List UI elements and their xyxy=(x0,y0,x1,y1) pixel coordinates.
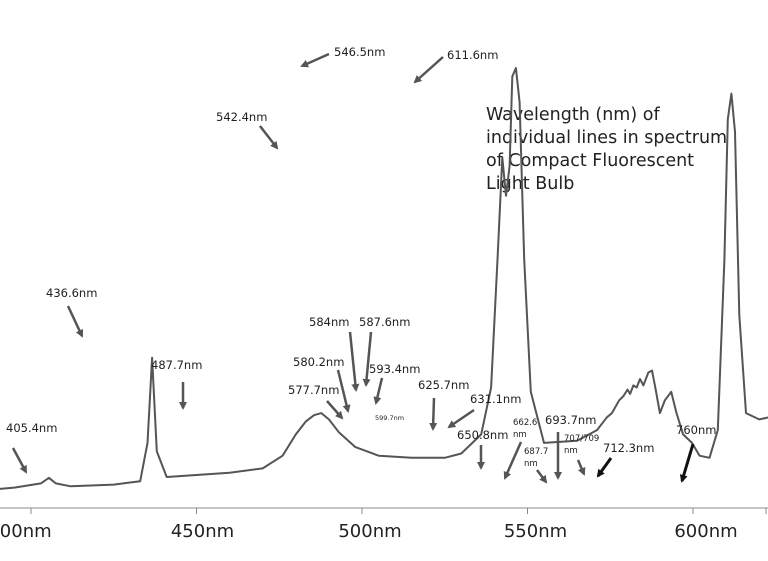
peak-arrow xyxy=(259,125,279,150)
peak-label: 580.2nm xyxy=(293,355,344,369)
x-tick-label: 500nm xyxy=(338,521,401,542)
peak-arrow xyxy=(300,52,330,68)
peak-label: 687.7 nm xyxy=(524,447,548,469)
peak-label: 662.6 nm xyxy=(513,418,537,440)
peak-arrow xyxy=(362,331,373,387)
peak-label: 650.8nm xyxy=(457,428,508,442)
title-line: Light Bulb xyxy=(486,174,574,194)
peak-label-line: 707/709 xyxy=(564,434,599,444)
peak-arrow xyxy=(373,377,384,405)
peak-label: 625.7nm xyxy=(418,378,469,392)
peak-label: 693.7nm xyxy=(545,413,596,427)
title-line: of Compact Fluorescent xyxy=(486,151,694,171)
peak-arrow xyxy=(66,305,84,338)
peak-arrow xyxy=(447,408,475,429)
x-tick-label: 450nm xyxy=(171,521,234,542)
peak-arrow xyxy=(326,400,344,420)
peak-label: 611.6nm xyxy=(447,48,498,62)
peak-arrow xyxy=(503,441,523,480)
peak-label: 599.7nm xyxy=(375,414,404,422)
peak-label: 584nm xyxy=(309,315,349,329)
peak-label: 593.4nm xyxy=(369,362,420,376)
peak-label: 577.7nm xyxy=(288,383,339,397)
peak-label: 712.3nm xyxy=(603,441,654,455)
title-line: individual lines in spectrum xyxy=(486,128,727,148)
x-tick-label: 550nm xyxy=(504,521,567,542)
peak-label-line: nm xyxy=(564,446,578,456)
peak-arrow xyxy=(679,443,695,483)
peak-arrow xyxy=(536,469,548,484)
peak-arrow xyxy=(336,369,351,413)
peak-label-line: 662.6 xyxy=(513,418,537,428)
peak-label: 436.6nm xyxy=(46,286,97,300)
peak-label: 707/709 nm xyxy=(564,434,599,456)
x-tick-label: 400nm xyxy=(0,521,52,542)
peak-arrow xyxy=(429,397,438,431)
peak-arrow xyxy=(413,56,444,84)
peak-label: 542.4nm xyxy=(216,110,267,124)
peak-arrows xyxy=(11,52,695,484)
x-ticks: 400nm450nm500nm550nm600nm650nm700nm750nm… xyxy=(0,508,767,542)
peak-label-line: nm xyxy=(513,430,527,440)
peak-labels: 405.4nm 436.6nm 487.7nm 542.4nm 546.5nm 577.7… xyxy=(6,45,716,469)
peak-label: 487.7nm xyxy=(151,358,202,372)
peak-label: 587.6nm xyxy=(359,315,410,329)
peak-arrow xyxy=(596,457,613,478)
peak-label: 405.4nm xyxy=(6,421,57,435)
peak-label: 760nm xyxy=(676,423,716,437)
peak-label-line: 687.7 xyxy=(524,447,548,457)
peak-arrow xyxy=(576,459,586,476)
peak-arrow xyxy=(348,331,360,392)
peak-label: 631.1nm xyxy=(470,392,521,406)
peak-label-line: nm xyxy=(524,459,538,469)
peak-label: 546.5nm xyxy=(334,45,385,59)
x-tick-label: 600nm xyxy=(674,521,737,542)
spectrum-line xyxy=(0,67,768,490)
title-line: Wavelength (nm) of xyxy=(486,105,660,125)
peak-arrow xyxy=(11,447,28,474)
